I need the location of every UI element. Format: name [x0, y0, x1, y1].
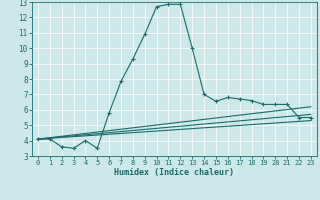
X-axis label: Humidex (Indice chaleur): Humidex (Indice chaleur): [115, 168, 234, 177]
